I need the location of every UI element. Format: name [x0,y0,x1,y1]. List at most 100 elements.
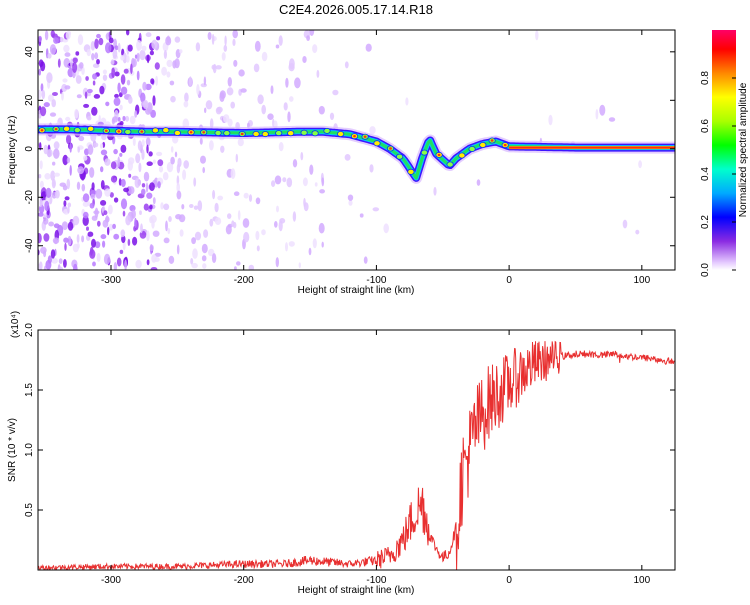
heatmap-speckle [102,69,107,75]
heatmap-speckle [66,178,71,190]
heatmap-speckle [165,220,168,232]
heatmap-speckle [298,262,301,269]
heatmap-speckle [38,35,42,43]
heatmap-speckle [69,165,72,176]
heatmap-speckle [248,264,255,270]
heatmap-speckle [136,39,142,51]
heatmap-speckle [223,44,228,52]
heatmap-speckle [63,237,69,243]
heatmap-speckle [237,138,244,147]
heatmap-speckle [157,159,164,167]
heatmap-speckle [227,213,232,220]
ridge-blob [323,127,331,134]
heatmap-speckle [191,262,198,269]
heatmap-speckle [44,173,51,180]
heatmap-speckle [199,137,203,145]
heatmap-speckle [97,220,101,227]
heatmap-speckle [139,210,142,215]
ridge-blob [124,128,132,135]
heatmap-speckle [130,63,133,75]
heatmap-speckle [321,241,324,248]
heatmap-speckle [149,204,153,210]
snr-xtick-label-4: 100 [633,575,650,586]
heatmap-speckle [127,44,133,52]
ridge-blob [223,130,231,137]
heatmap-speckle [286,177,293,188]
ridge-blob [300,129,308,136]
heatmap-speckle [47,53,52,59]
heatmap-speckle [236,261,241,266]
heatmap-speckle [255,230,260,241]
heatmap-speckle [38,89,42,99]
heatmap-speckle [72,243,79,253]
heatmap-speckle [535,30,539,41]
ridge-blob [173,129,181,136]
ridge-blob [252,130,260,137]
heatmap-speckle [117,156,120,168]
heatmap-speckle [163,203,170,211]
heatmap-speckle [96,59,100,65]
heatmap-speckle [53,238,58,245]
heatmap-speckle [243,192,249,199]
spectrogram-xtick-label-4: 100 [633,275,650,286]
heatmap-speckle [212,189,216,200]
heatmap-speckle [43,102,50,108]
heatmap-speckle [91,53,95,61]
heatmap-speckle [96,252,101,262]
heatmap-speckle [141,45,147,52]
heatmap-speckle [132,236,138,246]
heatmap-speckle [94,38,99,50]
heatmap-speckle [202,167,205,174]
heatmap-speckle [52,161,56,166]
heatmap-speckle [282,177,287,183]
heatmap-speckle [363,256,368,264]
heatmap-speckle [67,235,72,246]
heatmap-speckle [215,107,222,115]
spectrogram-ridge [38,123,675,184]
heatmap-speckle [146,54,150,64]
heatmap-speckle [108,204,113,215]
heatmap-speckle [288,241,295,247]
heatmap-speckle [64,52,71,57]
heatmap-speckle [50,249,56,259]
heatmap-speckle [253,63,260,73]
heatmap-speckle [248,194,253,202]
heatmap-speckle [86,116,92,121]
heatmap-speckle [69,142,72,153]
heatmap-speckle [188,76,192,87]
heatmap-speckle [156,151,163,157]
heatmap-speckle [122,52,128,64]
heatmap-speckle [270,85,274,95]
heatmap-speckle [128,157,135,165]
heatmap-speckle [95,188,103,199]
ridge-peak [363,135,367,138]
heatmap-speckle [635,229,640,235]
snr-xtick-label-2: -100 [366,575,386,586]
heatmap-speckle [175,214,182,220]
ridge-blob [446,161,454,168]
heatmap-speckle [104,188,111,197]
heatmap-speckle [90,41,96,51]
heatmap-speckle [43,144,48,155]
heatmap-speckle [344,154,351,161]
ridge-peak [490,139,494,142]
heatmap-speckle [316,69,320,78]
heatmap-speckle [84,91,88,99]
heatmap-speckle [145,83,152,91]
heatmap-speckle [225,224,232,235]
heatmap-speckle [146,259,150,266]
heatmap-speckle [53,37,59,44]
heatmap-speckle [102,240,106,248]
heatmap-speckle [300,152,304,161]
heatmap-speckle [347,194,354,201]
heatmap-speckle [91,106,98,116]
heatmap-speckle [74,108,79,119]
heatmap-speckle [89,167,95,178]
colorbar-tick-label-3: 0.6 [700,119,711,133]
heatmap-speckle [151,219,155,229]
heatmap-speckle [132,138,136,146]
heatmap-speckle [45,187,52,198]
colorbar-label: Normalized spectral amplitude [738,82,749,217]
heatmap-speckle [165,36,172,46]
